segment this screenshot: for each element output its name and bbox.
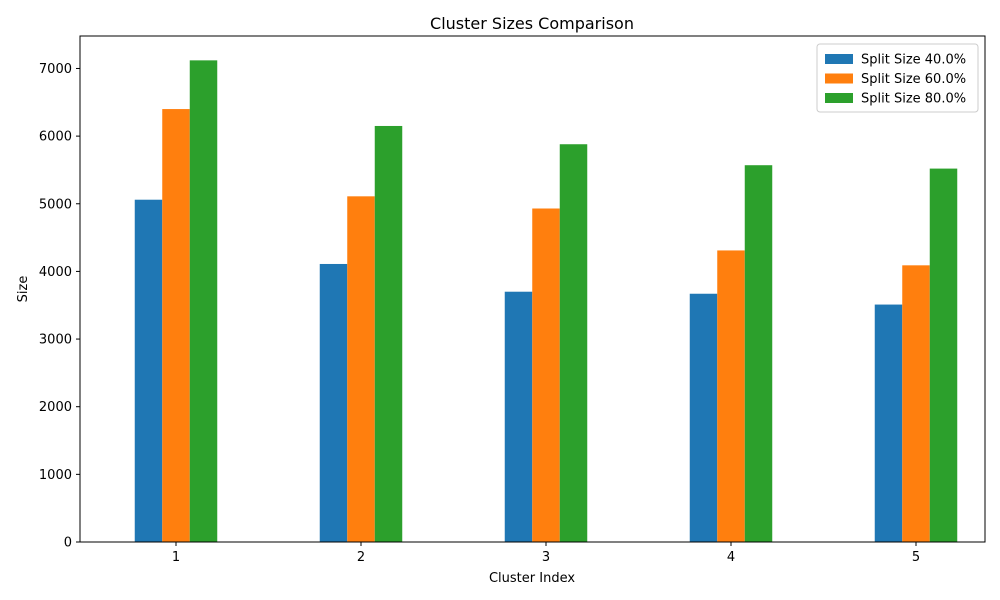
x-tick-label: 5 [912,550,920,565]
legend-swatch [825,93,853,103]
x-axis-ticks: 1 2 3 4 5 [172,542,920,565]
y-tick-label: 3000 [39,333,72,348]
bar-series-1-cluster-3 [504,291,533,542]
bar-series-1-cluster-4 [689,293,718,542]
legend-swatch [825,73,853,84]
bar-series-2-cluster-1 [162,109,190,542]
plot-frame [79,35,986,543]
y-tick-label: 4000 [39,265,72,280]
bar-series-3-cluster-3 [559,144,588,543]
bar-series-3-cluster-5 [929,168,958,542]
x-tick-label: 1 [172,550,180,565]
bar-series-3-cluster-2 [374,125,403,542]
bar-series-1-cluster-2 [319,263,348,542]
y-axis-label: Size [16,276,31,303]
bar-series-2-cluster-5 [902,265,930,542]
legend: Split Size 40.0% Split Size 60.0% Split Si… [816,43,979,113]
x-tick-label: 2 [357,550,365,565]
bar-series-3-cluster-1 [189,60,218,542]
y-axis-ticks: 0 1000 2000 3000 4000 5000 6000 7000 [39,62,80,551]
bars-group [134,60,958,543]
chart-title: Cluster Sizes Comparison [430,14,634,33]
bar-series-2-cluster-4 [717,250,745,542]
legend-label: Split Size 80.0% [861,92,966,107]
bar-series-3-cluster-4 [744,165,773,542]
legend-swatch [825,54,853,64]
bar-series-2-cluster-3 [532,208,560,542]
y-tick-label: 7000 [39,62,72,77]
y-tick-label: 1000 [39,468,72,483]
x-tick-label: 3 [542,550,550,565]
legend-box [816,43,979,113]
legend-label: Split Size 40.0% [861,53,966,68]
bar-series-2-cluster-2 [347,196,375,542]
y-tick-label: 5000 [39,197,72,212]
bar-series-1-cluster-5 [874,304,903,542]
legend-label: Split Size 60.0% [861,72,966,87]
y-tick-label: 2000 [39,400,72,415]
x-axis-label: Cluster Index [489,571,575,586]
y-tick-label: 0 [64,536,72,551]
y-tick-label: 6000 [39,130,72,145]
x-tick-label: 4 [727,550,735,565]
bar-series-1-cluster-1 [134,199,163,542]
